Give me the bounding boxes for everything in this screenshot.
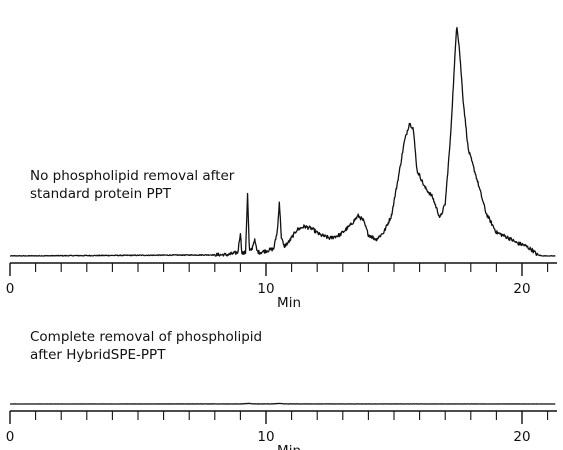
- panel1-annotation-line2: standard protein PPT: [30, 186, 171, 202]
- panel2-annotation: Complete removal of phospholipid after H…: [30, 328, 262, 364]
- tick-label-1-0: 0: [6, 281, 15, 297]
- tick-label-2-10: 10: [257, 429, 274, 445]
- series-line-1-1: [9, 26, 556, 257]
- tick-label-2-0: 0: [6, 429, 15, 445]
- x-axis-label-1: Min: [277, 295, 301, 311]
- panel1-annotation: No phospholipid removal after standard p…: [30, 167, 234, 203]
- tick-label-2-20: 20: [513, 429, 530, 445]
- panel2-annotation-line2: after HybridSPE-PPT: [30, 347, 166, 363]
- series-line-2-1: [9, 402, 556, 405]
- panel2-annotation-line1: Complete removal of phospholipid: [30, 329, 263, 345]
- x-axis-label-2: Min: [277, 443, 301, 450]
- panel1-annotation-line1: No phospholipid removal after: [30, 168, 235, 184]
- tick-label-1-10: 10: [257, 281, 274, 297]
- tick-label-1-20: 20: [513, 281, 530, 297]
